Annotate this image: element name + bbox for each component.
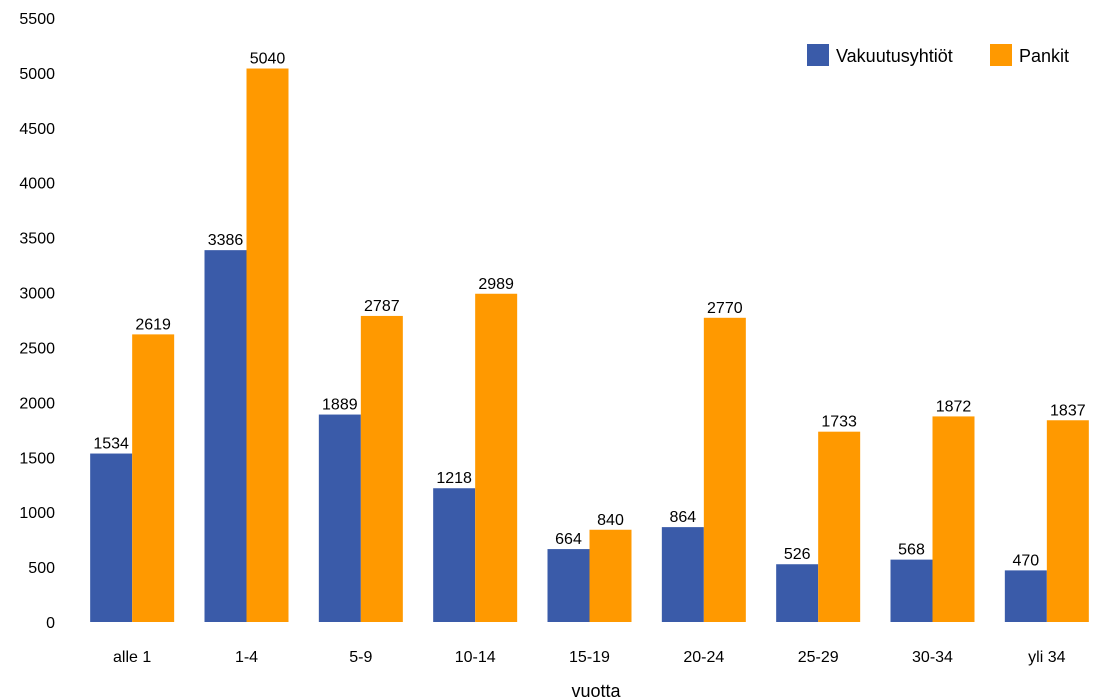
- data-label: 1889: [322, 397, 358, 414]
- data-label: 2770: [707, 300, 743, 317]
- y-tick-label: 4000: [19, 176, 55, 193]
- x-tick-label: alle 1: [113, 649, 151, 666]
- data-label: 470: [1012, 552, 1039, 569]
- data-label: 1837: [1050, 402, 1086, 419]
- x-tick-label: 1-4: [235, 649, 258, 666]
- x-tick-label: yli 34: [1028, 649, 1065, 666]
- x-tick-label: 20-24: [683, 649, 724, 666]
- bar: [776, 564, 819, 622]
- data-labels: 1534 2619 3386 5040 1889 2787 1218 2989 664 840 86…: [93, 51, 1085, 570]
- x-tick-label: 5-9: [349, 649, 372, 666]
- bar: [90, 453, 133, 622]
- bar: [132, 334, 175, 622]
- y-tick-label: 2000: [19, 395, 55, 412]
- data-label: 1534: [93, 436, 129, 453]
- x-tick-label: 15-19: [569, 649, 610, 666]
- bar: [818, 431, 861, 622]
- y-tick-label: 3000: [19, 286, 55, 303]
- data-label: 1872: [936, 398, 972, 415]
- data-label: 1733: [821, 414, 857, 431]
- y-tick-label: 4500: [19, 121, 55, 138]
- x-tick-label: 10-14: [455, 649, 496, 666]
- data-label: 526: [784, 546, 811, 563]
- bar: [318, 414, 361, 622]
- bar: [360, 315, 403, 622]
- y-tick-label: 3500: [19, 231, 55, 248]
- data-label: 864: [669, 509, 696, 526]
- data-label: 3386: [208, 232, 244, 249]
- data-label: 568: [898, 542, 925, 559]
- legend: Vakuutusyhtiöt Pankit: [807, 44, 1069, 66]
- bar: [932, 416, 975, 622]
- legend-swatch-vakuutusyhtiot: [807, 44, 829, 66]
- legend-swatch-pankit: [990, 44, 1012, 66]
- data-label: 1218: [436, 470, 472, 487]
- bar: [475, 293, 518, 622]
- bar: [703, 317, 746, 622]
- x-tick-label: 25-29: [798, 649, 839, 666]
- y-tick-label: 1500: [19, 450, 55, 467]
- bars: [90, 68, 1089, 623]
- bar: [890, 559, 933, 622]
- bar: [661, 527, 704, 622]
- y-axis-ticks: 0 500 1000 1500 2000 2500 3000 3500 4000 4500 5000…: [19, 11, 55, 632]
- y-tick-label: 5000: [19, 66, 55, 83]
- bar: [1004, 570, 1047, 622]
- data-label: 840: [597, 512, 624, 529]
- x-axis-title: vuotta: [571, 681, 621, 700]
- y-tick-label: 5500: [19, 11, 55, 28]
- y-tick-label: 2500: [19, 340, 55, 357]
- bar: [547, 549, 590, 622]
- data-label: 2619: [135, 316, 171, 333]
- data-label: 5040: [250, 51, 286, 68]
- y-tick-label: 500: [28, 560, 55, 577]
- y-tick-label: 1000: [19, 505, 55, 522]
- bar: [1046, 420, 1089, 622]
- x-axis-ticks: alle 1 1-4 5-9 10-14 15-19 20-24 25-29 30-34 yli…: [113, 649, 1066, 666]
- data-label: 2989: [478, 276, 514, 293]
- bar: [246, 68, 289, 623]
- bar: [433, 488, 476, 622]
- legend-label-pankit: Pankit: [1019, 46, 1069, 66]
- y-tick-label: 0: [46, 615, 55, 632]
- data-label: 2787: [364, 298, 400, 315]
- bar: [589, 529, 632, 622]
- x-tick-label: 30-34: [912, 649, 953, 666]
- data-label: 664: [555, 531, 582, 548]
- legend-label-vakuutusyhtiot: Vakuutusyhtiöt: [836, 46, 953, 66]
- bar: [204, 250, 247, 622]
